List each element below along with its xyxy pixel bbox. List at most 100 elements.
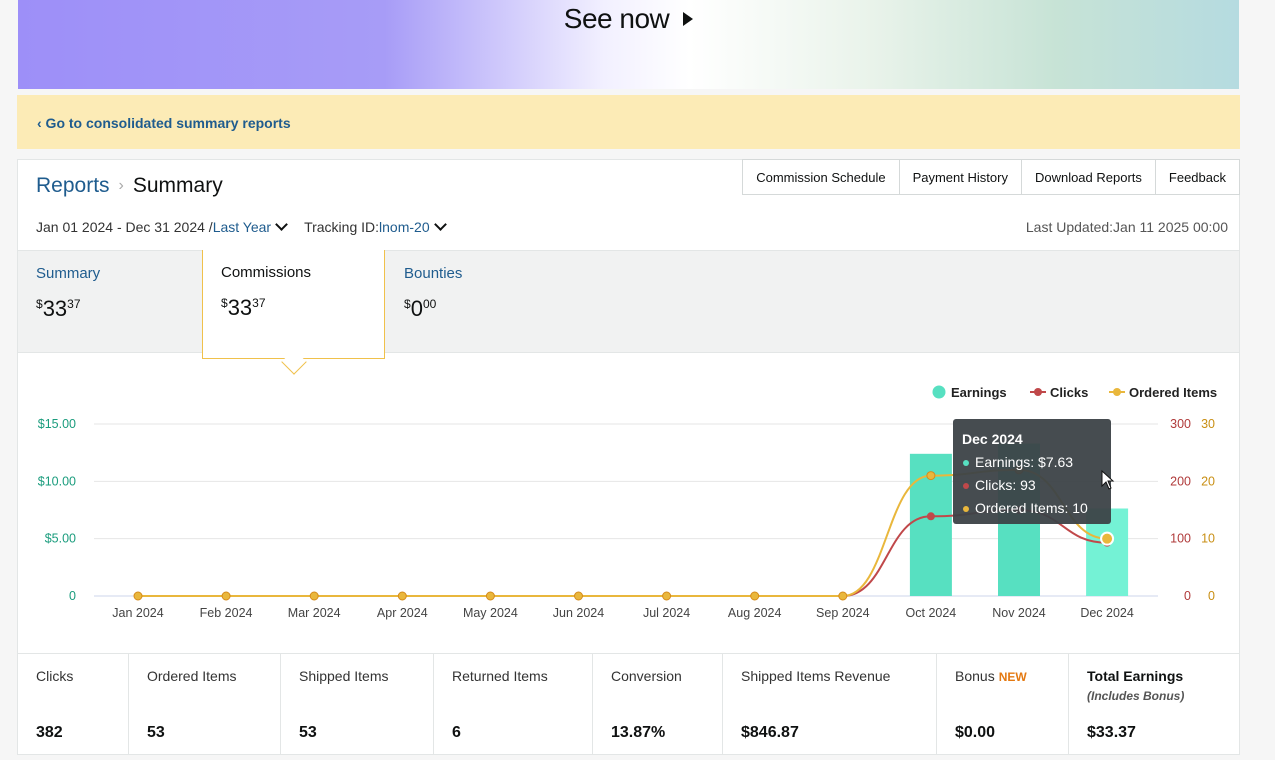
y-axis-left-tick-label: $15.00 <box>38 417 76 431</box>
stat-bonus-value: $0.00 <box>955 724 996 741</box>
clicks-point <box>926 512 935 521</box>
breadcrumb-reports-link[interactable]: Reports <box>36 174 110 197</box>
stat-total-earnings-value: $33.37 <box>1087 724 1136 741</box>
feedback-tab[interactable]: Feedback <box>1154 159 1240 195</box>
x-axis-tick-label: Apr 2024 <box>377 606 428 620</box>
legend-label: Ordered Items <box>1129 385 1217 400</box>
tooltip-title: Dec 2024 <box>962 431 1023 447</box>
breadcrumb-separator-icon: › <box>118 177 124 194</box>
period-dropdown[interactable]: Last Year <box>212 219 272 235</box>
stat-returned-items: Returned Items 6 <box>434 654 593 755</box>
ordered-items-point <box>397 591 407 601</box>
x-axis-tick-label: Jun 2024 <box>553 606 604 620</box>
stat-conversion-value: 13.87% <box>611 724 666 741</box>
consolidated-reports-link[interactable]: ‹ Go to consolidated summary reports <box>37 115 291 131</box>
date-range: Jan 01 2024 - Dec 31 2024 / <box>36 219 213 235</box>
y-axis-right-items-tick-label: 20 <box>1201 474 1215 488</box>
mouse-cursor-icon <box>1101 469 1115 490</box>
x-axis-tick-label: Jul 2024 <box>643 606 690 620</box>
stat-returned-items-label: Returned Items <box>452 668 548 684</box>
stat-shipped-items-value: 53 <box>299 724 317 741</box>
new-badge: NEW <box>998 670 1027 684</box>
see-now-link[interactable]: See now <box>563 3 694 35</box>
tab-bounties-label: Bounties <box>404 265 463 282</box>
tab-commissions[interactable]: Commissions $3337 <box>202 250 385 375</box>
stat-returned-items-value: 6 <box>452 724 461 741</box>
tab-summary-amount: $3337 <box>36 296 81 321</box>
stat-total-earnings: Total Earnings (Includes Bonus) $33.37 <box>1069 654 1239 755</box>
last-updated: Last Updated:Jan 11 2025 00:00 <box>1025 219 1228 235</box>
ordered-items-point <box>309 591 319 601</box>
tracking-chevron-down-icon[interactable] <box>433 218 447 231</box>
tracking-id-label: Tracking ID: <box>304 219 380 235</box>
tab-commissions-label: Commissions <box>221 264 312 281</box>
y-axis-left-tick-label: 0 <box>69 589 76 603</box>
tooltip-line: Ordered Items: 10 <box>975 500 1088 516</box>
ordered-items-point <box>485 591 495 601</box>
earnings-chart[interactable]: 0 $5.00 $10.00 $15.00 0 100 200 300 0 10 20 30 Jan 2… <box>18 355 1239 653</box>
stat-conversion-label: Conversion <box>611 668 682 684</box>
summary-tabs: Summary $3337 Commissions $3337 Bounties… <box>18 250 1239 375</box>
x-axis-tick-label: Mar 2024 <box>288 606 341 620</box>
tab-bounties-amount: $000 <box>404 296 437 321</box>
stat-shipped-items-label: Shipped Items <box>299 668 389 684</box>
x-axis-tick-label: Feb 2024 <box>200 606 253 620</box>
stat-total-earnings-sublabel: (Includes Bonus) <box>1087 689 1185 703</box>
ordered-items-point <box>926 471 936 481</box>
tooltip-bullet <box>963 483 969 489</box>
chart-tooltip <box>953 419 1111 524</box>
legend-label: Earnings <box>951 385 1007 400</box>
ordered-items-point <box>662 591 672 601</box>
period-chevron-down-icon[interactable] <box>275 218 288 231</box>
stat-shipped-items: Shipped Items 53 <box>281 654 434 755</box>
stat-bonus: Bonus NEW $0.00 <box>937 654 1069 755</box>
stat-clicks: Clicks 382 <box>18 654 129 755</box>
report-filters: Jan 01 2024 - Dec 31 2024 / Last Year Tr… <box>36 218 455 235</box>
y-axis-left-tick-label: $5.00 <box>45 532 76 546</box>
notice-bar: ‹ Go to consolidated summary reports <box>17 95 1240 149</box>
x-axis-tick-label: May 2024 <box>463 606 518 620</box>
x-axis-tick-label: Aug 2024 <box>728 606 782 620</box>
payment-history-tab[interactable]: Payment History <box>898 159 1021 195</box>
y-axis-left-tick-label: $10.00 <box>38 474 76 488</box>
tooltip-line: Clicks: 93 <box>975 477 1036 493</box>
y-axis-right-items-tick-label: 30 <box>1201 417 1215 431</box>
x-axis-tick-label: Jan 2024 <box>112 606 163 620</box>
tab-summary-label: Summary <box>36 265 101 282</box>
x-axis-tick-label: Nov 2024 <box>992 606 1046 620</box>
highlighted-point <box>1100 531 1115 546</box>
legend-point-marker <box>1034 388 1042 396</box>
stat-bonus-label: Bonus NEW <box>955 668 1027 684</box>
stat-conversion: Conversion 13.87% <box>593 654 723 755</box>
y-axis-right-clicks-tick-label: 300 <box>1170 417 1191 431</box>
legend-label: Clicks <box>1050 385 1088 400</box>
see-now-label: See now <box>563 3 670 34</box>
stat-shipped-revenue: Shipped Items Revenue $846.87 <box>723 654 937 755</box>
x-axis-tick-label: Oct 2024 <box>906 606 957 620</box>
stats-row: Clicks 382 Ordered Items 53 Shipped Item… <box>18 653 1239 755</box>
tooltip-bullet <box>963 506 969 512</box>
y-axis-right-clicks-tick-label: 0 <box>1184 589 1191 603</box>
tracking-id-dropdown[interactable]: lnom-20 <box>379 219 430 235</box>
legend-earnings-marker <box>932 385 946 399</box>
tab-commissions-amount: $3337 <box>221 295 266 320</box>
stat-clicks-label: Clicks <box>36 668 74 684</box>
reports-panel: Reports › Summary Commission Schedule Pa… <box>17 159 1240 755</box>
ordered-items-point <box>574 591 583 601</box>
stat-ordered-items-label: Ordered Items <box>147 668 237 684</box>
page-title: Summary <box>132 174 223 197</box>
commission-schedule-tab[interactable]: Commission Schedule <box>742 159 899 195</box>
download-reports-tab[interactable]: Download Reports <box>1020 159 1155 195</box>
stat-clicks-value: 382 <box>36 724 63 741</box>
legend-point-marker <box>1113 388 1121 396</box>
report-nav-tabs: Commission Schedule Payment History Down… <box>742 159 1240 195</box>
ordered-items-point <box>133 591 143 601</box>
tab-summary[interactable]: Summary $3337 <box>18 251 201 354</box>
tooltip-bullet <box>963 460 969 466</box>
breadcrumb: Reports › Summary <box>36 174 223 198</box>
stat-ordered-items-value: 53 <box>147 724 165 741</box>
tab-bounties[interactable]: Bounties $000 <box>386 251 569 354</box>
ordered-items-point <box>221 591 231 601</box>
promo-banner[interactable]: See now <box>18 0 1239 89</box>
y-axis-right-items-tick-label: 0 <box>1208 589 1215 603</box>
